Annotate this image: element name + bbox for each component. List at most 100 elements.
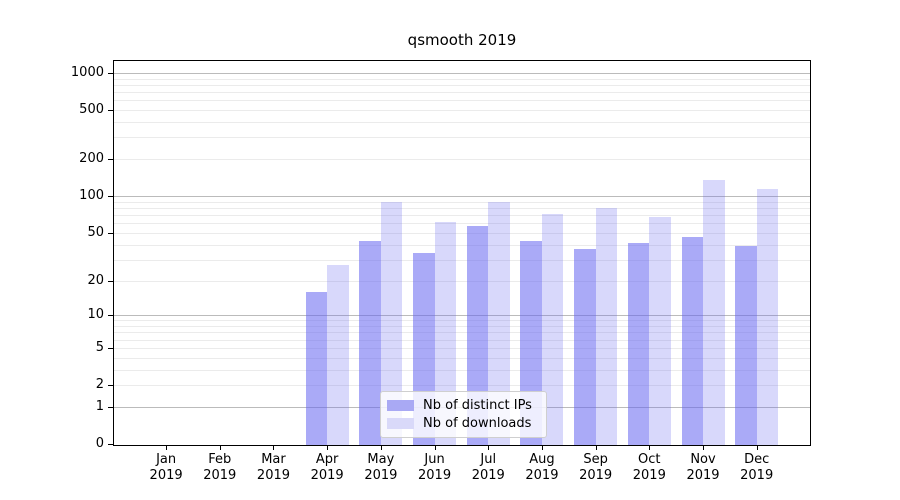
y-tick-label: 1 [95, 398, 104, 414]
x-tick-year: 2019 [364, 468, 398, 483]
y-tick-label: 500 [79, 102, 104, 118]
bar-may-2019-nb-of-downloads [380, 201, 403, 445]
gridline-minor [114, 332, 810, 334]
x-tick [166, 446, 168, 450]
legend-item-distinct-ips: Nb of distinct IPs [387, 398, 540, 413]
x-tick-month: Oct [638, 452, 661, 467]
x-tick-month: Feb [208, 452, 232, 467]
x-tick-label: Apr 2019 [297, 452, 357, 484]
x-tick-month: May [367, 452, 395, 467]
x-tick-year: 2019 [203, 468, 237, 483]
gridline-minor [114, 385, 810, 387]
gridline-minor [114, 223, 810, 225]
x-tick-label: Nov 2019 [673, 452, 733, 484]
y-tick-label: 50 [87, 224, 104, 240]
y-tick [108, 232, 113, 234]
y-tick [108, 347, 113, 349]
x-tick-year: 2019 [579, 468, 613, 483]
x-tick-label: Jul 2019 [458, 452, 518, 484]
gridline-minor [114, 100, 810, 102]
x-tick [434, 446, 436, 450]
gridline-minor [114, 369, 810, 371]
bar-jul-2019-nb-of-downloads [488, 201, 510, 445]
bar-sep-2019-nb-of-downloads [595, 208, 618, 445]
y-tick [108, 72, 113, 74]
legend-swatch-downloads [387, 418, 414, 429]
y-tick [108, 315, 113, 317]
x-tick [488, 446, 490, 450]
bar-nov-2019-nb-of-distinct-ips [681, 237, 703, 445]
bar-aug-2019-nb-of-downloads [541, 214, 564, 445]
x-tick-year: 2019 [149, 468, 183, 483]
bar-oct-2019-nb-of-distinct-ips [627, 243, 650, 445]
x-tick-label: Jun 2019 [405, 452, 465, 484]
gridline-minor [114, 357, 810, 359]
bar-nov-2019-nb-of-downloads [703, 179, 725, 445]
gridline-minor [114, 215, 810, 217]
x-tick-year: 2019 [256, 468, 291, 483]
y-tick [108, 444, 113, 446]
y-tick-label: 2 [95, 377, 104, 393]
x-tick-label: Dec 2019 [727, 452, 787, 484]
x-tick-year: 2019 [686, 468, 720, 483]
y-tick-label: 1000 [70, 64, 104, 80]
bar-may-2019-nb-of-distinct-ips [359, 240, 381, 445]
gridline-major [114, 315, 810, 317]
gridline-minor [114, 78, 810, 80]
x-tick-label: Sep 2019 [566, 452, 626, 484]
x-tick-month: Dec [744, 452, 770, 467]
bar-apr-2019-nb-of-downloads [327, 265, 349, 445]
gridline-minor [114, 159, 810, 161]
x-tick-year: 2019 [632, 468, 666, 483]
x-tick-month: Sep [583, 452, 608, 467]
x-tick-year: 2019 [418, 468, 452, 483]
x-tick [219, 446, 221, 450]
x-tick [703, 446, 704, 450]
x-tick-label: Jan 2019 [136, 452, 196, 484]
legend: Nb of distinct IPs Nb of downloads [380, 391, 547, 438]
y-tick [108, 196, 113, 198]
y-tick-label: 20 [87, 272, 104, 288]
legend-item-downloads: Nb of downloads [387, 416, 540, 431]
y-tick-label: 10 [87, 307, 104, 323]
x-tick-month: Jul [480, 452, 497, 467]
x-tick-month: Mar [261, 452, 286, 467]
y-tick [108, 110, 113, 112]
y-tick-label: 5 [95, 339, 104, 355]
gridline-minor [114, 122, 810, 124]
legend-label-distinct-ips: Nb of distinct IPs [423, 398, 532, 413]
x-tick-year: 2019 [310, 468, 344, 483]
legend-swatch-distinct-ips [387, 400, 414, 411]
gridline-minor [114, 280, 810, 282]
plot-area [113, 60, 811, 446]
x-tick-month: Apr [315, 452, 339, 467]
y-tick-label: 0 [95, 436, 104, 452]
x-tick-month: Jan [156, 452, 177, 467]
gridline-minor [114, 232, 810, 234]
y-tick [108, 280, 113, 282]
x-tick-year: 2019 [525, 468, 559, 483]
chart-title: qsmooth 2019 [407, 31, 517, 49]
x-tick [541, 446, 543, 450]
gridline-minor [114, 339, 810, 341]
gridline-minor [114, 244, 810, 246]
x-tick-label: Mar 2019 [243, 452, 303, 484]
x-tick-label: May 2019 [351, 452, 411, 484]
legend-label-downloads: Nb of downloads [423, 416, 532, 431]
y-tick [108, 159, 113, 161]
x-tick-label: Feb 2019 [190, 452, 250, 484]
x-tick-month: Nov [690, 452, 716, 467]
gridline-minor [114, 84, 810, 86]
gridline-minor [114, 110, 810, 112]
gridline-minor [114, 137, 810, 139]
gridline-minor [114, 201, 810, 203]
gridline-minor [114, 320, 810, 322]
gridline-minor [114, 208, 810, 210]
x-tick [327, 446, 329, 450]
x-tick-label: Aug 2019 [512, 452, 572, 484]
x-tick [595, 446, 597, 450]
gridline-major [114, 196, 810, 198]
x-tick-label: Oct 2019 [619, 452, 679, 484]
gridline-minor [114, 92, 810, 94]
